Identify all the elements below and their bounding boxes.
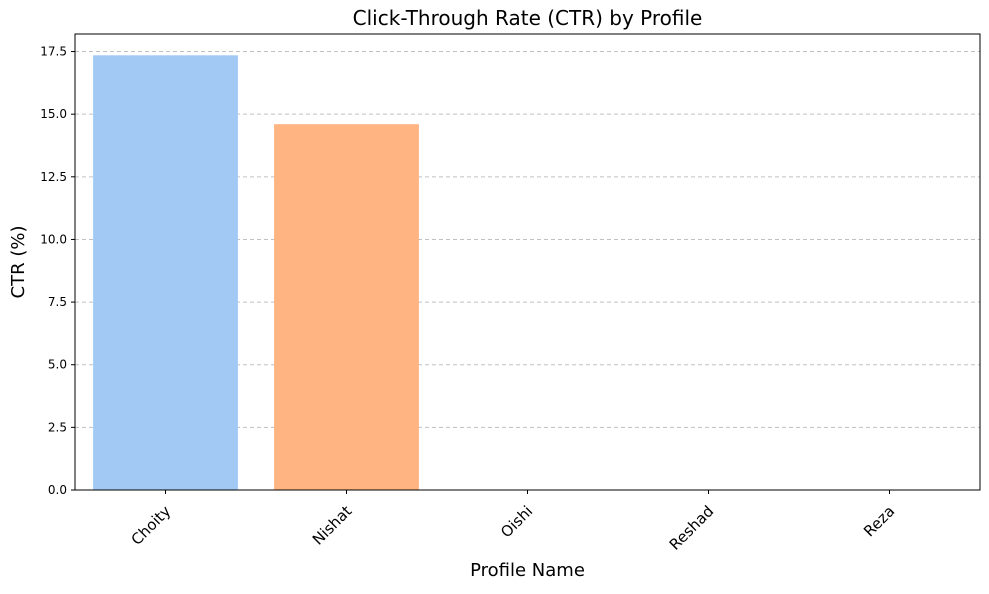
y-tick-label: 0.0: [48, 483, 67, 497]
y-tick-label: 15.0: [40, 107, 67, 121]
y-tick-label: 17.5: [40, 45, 67, 59]
y-axis: 0.0 2.5 5.0 7.5 10.0 12.5 15.0 17.5: [40, 45, 75, 497]
bars: [93, 55, 419, 491]
bar-choity: [93, 55, 238, 491]
bar-nishat: [274, 124, 419, 490]
y-tick-label: 12.5: [40, 170, 67, 184]
y-tick-label: 5.0: [48, 358, 67, 372]
y-tick-label: 7.5: [48, 295, 67, 309]
y-tick-label: 10.0: [40, 232, 67, 246]
chart-title: Click-Through Rate (CTR) by Profile: [353, 6, 703, 30]
y-tick-label: 2.5: [48, 420, 67, 434]
y-axis-label: CTR (%): [8, 226, 29, 299]
x-axis-label: Profile Name: [470, 560, 585, 581]
